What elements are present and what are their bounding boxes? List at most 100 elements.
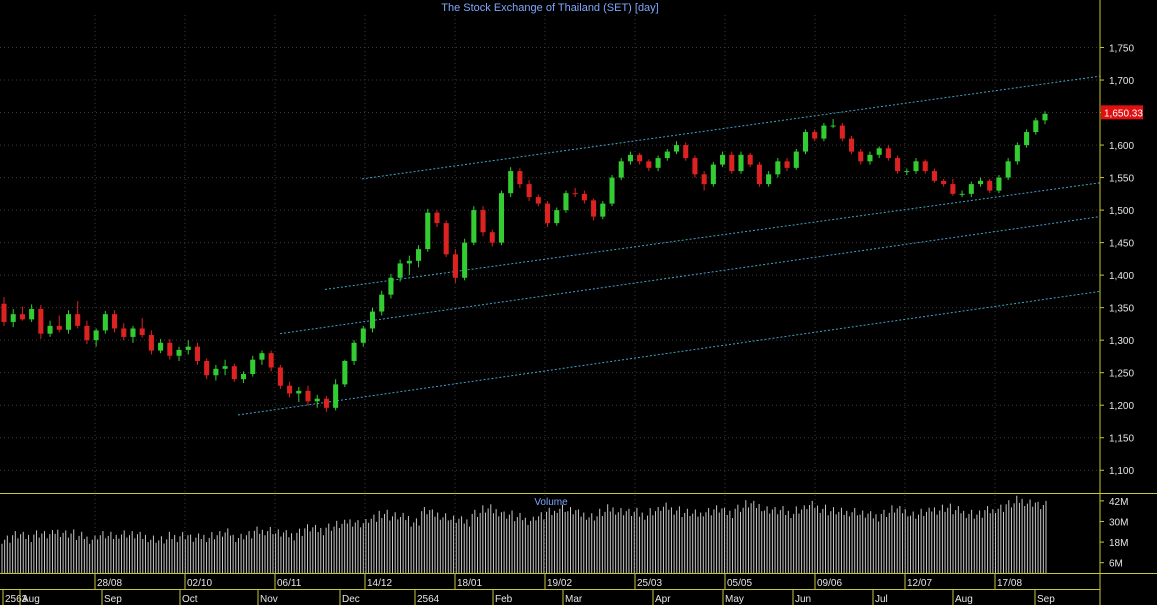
candle-body xyxy=(664,151,670,159)
candle-04/01/2564 xyxy=(591,198,597,221)
candle-02/09/2563 xyxy=(93,328,99,347)
candle-body xyxy=(462,242,468,278)
candle-body xyxy=(406,260,412,264)
candle-body xyxy=(729,154,735,172)
month-tick-label: Jul xyxy=(875,594,888,605)
candle-body xyxy=(1,303,7,322)
candle-14/12/2563 xyxy=(517,168,523,188)
month-tick-label: Aug xyxy=(22,594,40,605)
candle-body xyxy=(471,210,477,243)
price-tick-label: 1,100 xyxy=(1109,466,1134,477)
candle-body xyxy=(176,349,182,356)
price-tick-label: 1,300 xyxy=(1109,336,1134,347)
candle-body xyxy=(720,154,726,165)
candle-body xyxy=(19,314,25,320)
candle-26/11/2563 xyxy=(498,190,505,246)
candle-09/11/2563 xyxy=(379,290,385,316)
candle-body xyxy=(885,148,891,159)
candle-body xyxy=(941,180,947,185)
price-tick-label: 1,350 xyxy=(1109,304,1134,315)
candle-body xyxy=(204,360,210,376)
candle-31/08/2563 xyxy=(75,301,81,329)
candle-17/11/2563 xyxy=(434,210,440,228)
candle-body xyxy=(987,180,993,191)
candle-24/08/2564 xyxy=(996,174,1002,194)
candle-22/09/2563 xyxy=(222,359,228,376)
candle-16/12/2563 xyxy=(535,194,541,207)
price-tick-label: 1,550 xyxy=(1109,174,1134,185)
candle-body xyxy=(185,346,191,350)
candle-body xyxy=(130,328,136,337)
candle-09/10/2563 xyxy=(342,359,348,387)
candle-23/08/2564 xyxy=(987,178,993,194)
candle-body xyxy=(637,154,643,162)
volume-tick-label: 42M xyxy=(1109,497,1128,508)
price-tick-label: 1,600 xyxy=(1109,141,1134,152)
candle-07/05/2564 xyxy=(867,151,873,165)
candle-body xyxy=(609,177,615,204)
month-tick-label: Mar xyxy=(565,594,583,605)
candle-06/10/2563 xyxy=(314,394,320,408)
candle-21/01/2564 xyxy=(664,148,670,161)
candle-body xyxy=(627,154,633,162)
price-axis: 1,100 1,150 1,200 1,250 1,300 1,350 1,400 1,450… xyxy=(1100,44,1134,477)
time-tick-label: 06/11 xyxy=(277,578,302,589)
trend-lines xyxy=(237,75,1101,416)
candle-body xyxy=(379,294,385,312)
candle-body xyxy=(148,334,154,351)
candle-body xyxy=(895,158,901,172)
month-tick-label: Sep xyxy=(104,594,122,605)
candle-23/09/2563 xyxy=(231,363,237,382)
candle-18/09/2563 xyxy=(204,358,210,380)
candle-05/05/2564 xyxy=(849,135,855,155)
candle-10/09/2563 xyxy=(148,330,154,355)
candle-body xyxy=(591,200,597,217)
last-price-label: 1,650.33 xyxy=(1104,108,1143,119)
price-tick-label: 1,150 xyxy=(1109,434,1134,445)
candle-23/12/2563 xyxy=(581,190,587,204)
candle-29/09/2563 xyxy=(268,350,274,372)
candle-25/09/2563 xyxy=(250,355,256,377)
candle-20/11/2563 xyxy=(462,238,468,281)
candle-26/01/2564 xyxy=(692,155,698,178)
candle-06/05/2564 xyxy=(858,148,864,165)
month-tick-label: Aug xyxy=(955,594,973,605)
candle-body xyxy=(38,308,44,334)
trend-line-1 xyxy=(237,290,1101,416)
candle-body xyxy=(1042,113,1048,121)
candle-body xyxy=(342,360,348,385)
candle-body xyxy=(434,212,440,224)
price-tick-label: 1,750 xyxy=(1109,44,1134,55)
candle-01/04/2564 xyxy=(802,129,809,155)
candle-body xyxy=(858,151,864,162)
volume-tick-label: 30M xyxy=(1109,517,1128,528)
month-tick-label: 2564 xyxy=(417,594,440,605)
candle-24/02/2564 xyxy=(747,152,753,168)
candle-24/11/2563 xyxy=(480,206,486,237)
candle-body xyxy=(673,145,680,152)
time-tick-label: 25/03 xyxy=(637,578,662,589)
candle-28/01/2564 xyxy=(710,161,716,187)
candle-12/10/2563 xyxy=(351,340,357,365)
candle-11/09/2563 xyxy=(158,338,164,354)
candle-30/08/2564 xyxy=(1033,117,1039,135)
volume-tick-label: 18M xyxy=(1109,538,1128,549)
price-tick-label: 1,250 xyxy=(1109,369,1134,380)
candle-19/08/2564 xyxy=(968,181,974,198)
candle-body xyxy=(821,125,827,139)
candle-body xyxy=(766,174,772,185)
month-tick-label: 2563 xyxy=(5,594,28,605)
candle-body xyxy=(692,158,698,175)
month-tick-label: Oct xyxy=(182,594,198,605)
candle-body xyxy=(701,174,707,185)
candle-body xyxy=(996,177,1002,191)
candle-13/07/2564 xyxy=(913,158,919,174)
candle-19/01/2564 xyxy=(646,159,652,172)
candle-body xyxy=(268,353,274,368)
candle-10/11/2563 xyxy=(388,273,394,299)
candle-body xyxy=(351,342,357,361)
candle-body xyxy=(830,125,836,127)
candle-body xyxy=(517,171,523,185)
time-tick-label: 17/08 xyxy=(997,578,1022,589)
candle-body xyxy=(526,184,532,198)
